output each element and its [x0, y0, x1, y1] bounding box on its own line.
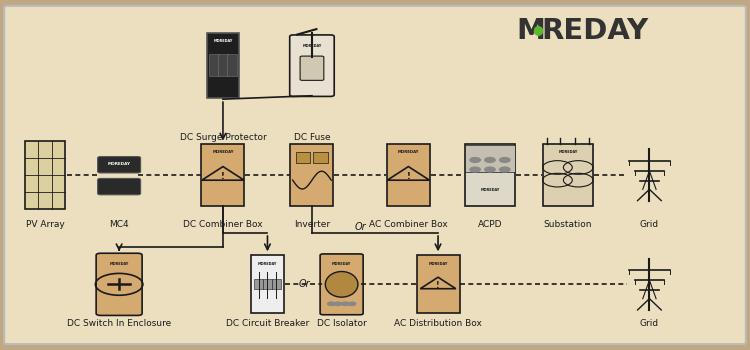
- Text: M: M: [516, 18, 545, 46]
- FancyBboxPatch shape: [465, 145, 515, 172]
- Text: REDAY: REDAY: [542, 18, 649, 46]
- Text: MOREDAY: MOREDAY: [110, 262, 129, 266]
- Text: !: !: [221, 172, 225, 181]
- Text: MOREDAY: MOREDAY: [302, 44, 322, 48]
- Circle shape: [334, 302, 342, 306]
- FancyBboxPatch shape: [226, 54, 237, 76]
- Text: MOREDAY: MOREDAY: [213, 39, 232, 43]
- Text: PV Array: PV Array: [26, 220, 64, 229]
- FancyBboxPatch shape: [387, 144, 430, 206]
- Text: MOREDAY: MOREDAY: [212, 150, 234, 154]
- FancyBboxPatch shape: [416, 255, 460, 313]
- FancyBboxPatch shape: [4, 6, 746, 344]
- FancyBboxPatch shape: [314, 152, 328, 163]
- Text: MC4: MC4: [110, 220, 129, 229]
- Circle shape: [484, 158, 495, 162]
- Text: Grid: Grid: [640, 220, 659, 229]
- FancyBboxPatch shape: [217, 54, 228, 76]
- Text: DC Circuit Breaker: DC Circuit Breaker: [226, 319, 309, 328]
- FancyBboxPatch shape: [272, 279, 280, 289]
- FancyBboxPatch shape: [251, 255, 284, 313]
- Text: Substation: Substation: [544, 220, 592, 229]
- Text: DC Switch In Enclosure: DC Switch In Enclosure: [67, 319, 171, 328]
- Circle shape: [484, 167, 495, 172]
- Text: DC Combiner Box: DC Combiner Box: [183, 220, 262, 229]
- Text: Or: Or: [298, 279, 310, 289]
- Circle shape: [348, 302, 355, 306]
- FancyBboxPatch shape: [25, 141, 65, 209]
- Text: Or: Or: [354, 222, 366, 232]
- FancyBboxPatch shape: [465, 144, 515, 206]
- FancyBboxPatch shape: [290, 35, 334, 96]
- Text: DC Fuse: DC Fuse: [294, 133, 330, 142]
- FancyBboxPatch shape: [209, 54, 219, 76]
- Circle shape: [500, 158, 510, 162]
- FancyBboxPatch shape: [254, 279, 263, 289]
- Circle shape: [328, 302, 335, 306]
- Ellipse shape: [326, 272, 358, 297]
- Text: !: !: [436, 281, 439, 290]
- Text: MOREDAY: MOREDAY: [480, 188, 500, 193]
- Text: ACPD: ACPD: [478, 220, 502, 229]
- Circle shape: [470, 167, 480, 172]
- Text: DC Surge Protector: DC Surge Protector: [179, 133, 266, 142]
- FancyBboxPatch shape: [300, 56, 324, 80]
- Text: ●: ●: [532, 23, 543, 36]
- Text: AC Distribution Box: AC Distribution Box: [394, 319, 482, 328]
- FancyBboxPatch shape: [207, 33, 239, 98]
- Text: DC Isolator: DC Isolator: [316, 319, 367, 328]
- FancyBboxPatch shape: [263, 279, 272, 289]
- FancyBboxPatch shape: [98, 156, 141, 173]
- Text: Inverter: Inverter: [294, 220, 330, 229]
- FancyBboxPatch shape: [290, 144, 334, 206]
- Text: MOREDAY: MOREDAY: [258, 262, 278, 266]
- Text: MOREDAY: MOREDAY: [332, 262, 351, 266]
- FancyBboxPatch shape: [296, 152, 310, 163]
- Circle shape: [500, 167, 510, 172]
- FancyBboxPatch shape: [542, 144, 593, 206]
- FancyBboxPatch shape: [320, 254, 363, 315]
- FancyBboxPatch shape: [98, 178, 141, 195]
- FancyBboxPatch shape: [96, 253, 142, 315]
- Text: AC Combiner Box: AC Combiner Box: [369, 220, 448, 229]
- Text: MOREDAY: MOREDAY: [398, 150, 419, 154]
- Circle shape: [342, 302, 349, 306]
- FancyBboxPatch shape: [202, 144, 244, 206]
- Text: Grid: Grid: [640, 319, 659, 328]
- Circle shape: [470, 158, 480, 162]
- Text: MOREDAY: MOREDAY: [428, 262, 448, 266]
- Text: !: !: [406, 172, 410, 181]
- Text: MOREDAY: MOREDAY: [108, 162, 130, 166]
- Text: MOREDAY: MOREDAY: [558, 150, 578, 154]
